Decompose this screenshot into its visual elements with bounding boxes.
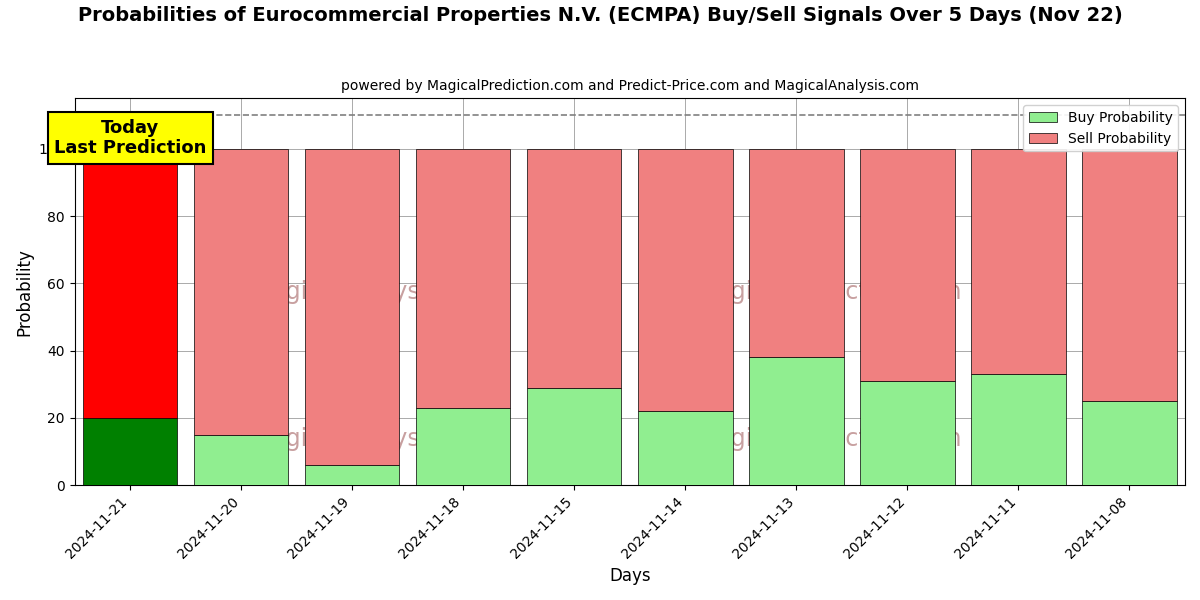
Bar: [194, 149, 288, 434]
Legend: Buy Probability, Sell Probability: Buy Probability, Sell Probability: [1024, 105, 1178, 151]
Bar: [416, 149, 510, 408]
Bar: [194, 434, 288, 485]
Bar: [83, 149, 178, 418]
Bar: [83, 418, 178, 485]
Bar: [971, 374, 1066, 485]
Bar: [305, 149, 400, 465]
Bar: [749, 149, 844, 357]
Bar: [527, 388, 622, 485]
Bar: [638, 149, 732, 411]
Bar: [305, 465, 400, 485]
Bar: [749, 357, 844, 485]
Bar: [860, 381, 955, 485]
Text: MagicalAnalysis.com: MagicalAnalysis.com: [252, 280, 497, 304]
Bar: [971, 149, 1066, 374]
Bar: [860, 149, 955, 381]
Bar: [416, 408, 510, 485]
Text: MagicalAnalysis.com: MagicalAnalysis.com: [252, 427, 497, 451]
Title: powered by MagicalPrediction.com and Predict-Price.com and MagicalAnalysis.com: powered by MagicalPrediction.com and Pre…: [341, 79, 919, 93]
Text: MagicalPrediction.com: MagicalPrediction.com: [697, 280, 962, 304]
Text: Probabilities of Eurocommercial Properties N.V. (ECMPA) Buy/Sell Signals Over 5 : Probabilities of Eurocommercial Properti…: [78, 6, 1122, 25]
Y-axis label: Probability: Probability: [16, 248, 34, 335]
Bar: [1082, 401, 1177, 485]
Text: MagicalPrediction.com: MagicalPrediction.com: [697, 427, 962, 451]
Bar: [1082, 149, 1177, 401]
Bar: [638, 411, 732, 485]
Bar: [527, 149, 622, 388]
X-axis label: Days: Days: [610, 567, 650, 585]
Text: Today
Last Prediction: Today Last Prediction: [54, 119, 206, 157]
